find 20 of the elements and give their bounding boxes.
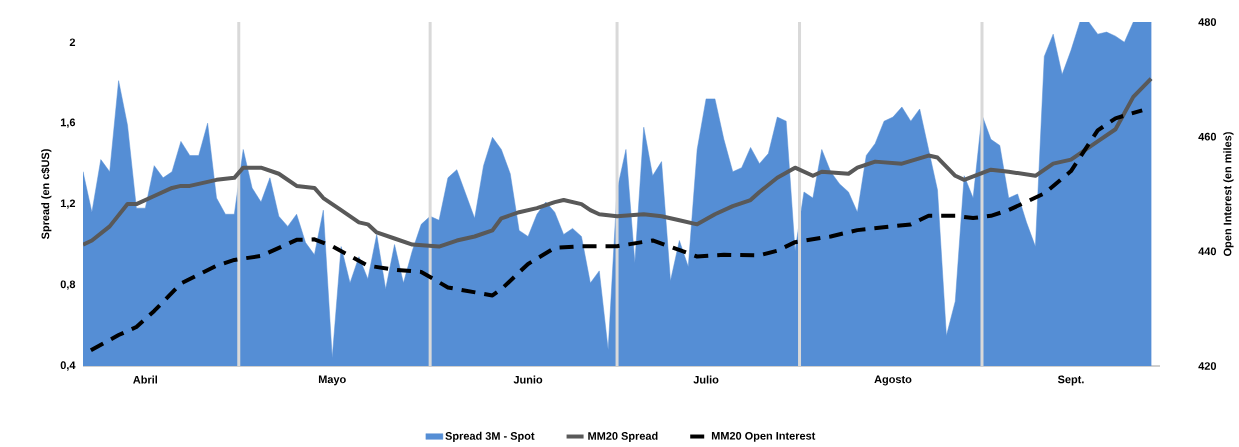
y2-tick-label: 420 — [1198, 362, 1217, 370]
x-tick-label: Mayo — [318, 375, 346, 386]
legend-label: Spread 3M - Spot — [445, 431, 535, 443]
y-axis-title: Spread (en c$US) — [41, 149, 52, 240]
x-tick-label: Junio — [513, 375, 543, 384]
y-tick-label: 1,2 — [60, 199, 76, 209]
legend-label: MM20 Spread — [588, 431, 658, 443]
x-tick-label: Julio — [693, 375, 719, 384]
y2-axis-title: Open Interest (en miles) — [1223, 132, 1234, 256]
x-tick-label: Abril — [133, 375, 158, 384]
x-tick-label: Agosto — [874, 375, 912, 386]
y-tick-label: 2 — [69, 38, 76, 47]
legend-label: MM20 Open Interest — [711, 431, 816, 442]
y2-tick-label: 440 — [1198, 247, 1217, 256]
y2-tick-label: 480 — [1198, 18, 1217, 26]
y-tick-label: 1,6 — [60, 118, 76, 128]
x-tick-label: Sept. — [1057, 375, 1084, 386]
y-tick-label: 0,8 — [60, 280, 76, 290]
y-tick-label: 0,4 — [60, 361, 76, 371]
y2-tick-label: 460 — [1198, 132, 1217, 141]
